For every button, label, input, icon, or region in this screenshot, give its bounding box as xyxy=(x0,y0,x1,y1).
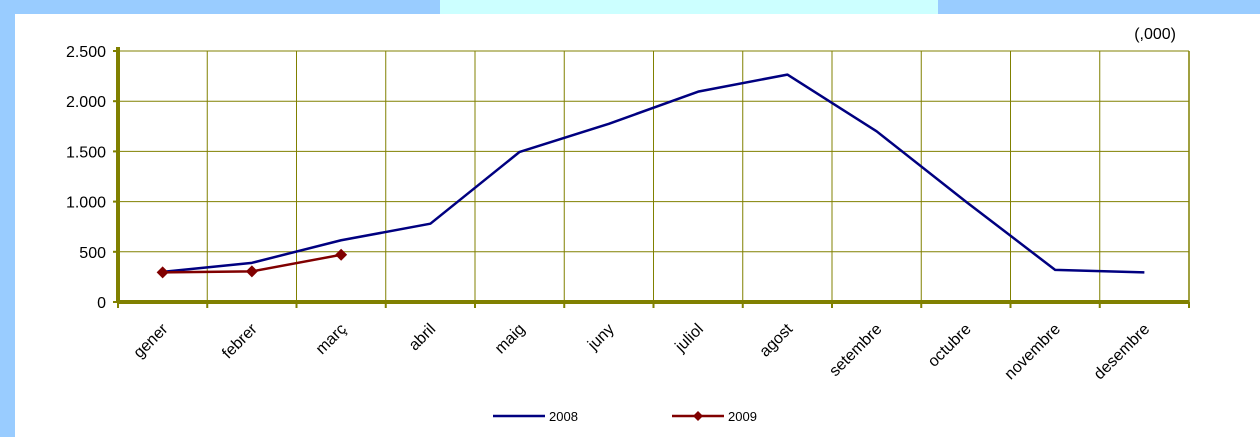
y-tick-label: 2.000 xyxy=(66,94,106,111)
x-tick-label: març xyxy=(313,321,350,358)
x-tick-label: febrer xyxy=(219,320,261,362)
data-point-marker-2009 xyxy=(245,265,258,278)
legend: 2008 2009 xyxy=(493,409,757,424)
series-lines xyxy=(156,73,1145,279)
frame-top-band-right xyxy=(938,0,1260,14)
y-tick-label: 500 xyxy=(79,245,106,262)
axes xyxy=(113,47,1190,308)
y-tick-labels: 0 500 1.000 1.500 2.000 2.500 xyxy=(66,44,106,312)
x-tick-label: desembre xyxy=(1091,321,1153,383)
legend-marker-2009 xyxy=(693,411,703,421)
y-tick-label: 1.500 xyxy=(66,144,106,161)
legend-label-2008: 2008 xyxy=(549,409,578,424)
frame-top-band-left xyxy=(0,0,440,14)
y-tick-label: 0 xyxy=(97,295,106,312)
x-tick-label: juliol xyxy=(672,321,707,356)
x-tick-label: abril xyxy=(406,321,439,354)
series-line-2008 xyxy=(162,73,1145,274)
unit-note: (,000) xyxy=(1134,26,1176,43)
y-tick-label: 2.500 xyxy=(66,44,106,61)
x-tick-label: novembre xyxy=(1002,321,1064,383)
data-point-marker-2009 xyxy=(156,266,169,279)
grid-lines xyxy=(118,50,1190,302)
x-tick-labels: gener febrer març abril maig juny juliol agost s… xyxy=(130,320,1153,383)
x-tick-label: setembre xyxy=(826,321,885,380)
data-point-marker-2009 xyxy=(335,248,348,261)
frame-top-band-middle xyxy=(440,0,938,14)
legend-label-2009: 2009 xyxy=(728,409,757,424)
x-tick-label: gener xyxy=(130,320,171,361)
x-tick-label: octubre xyxy=(925,321,975,371)
y-tick-label: 1.000 xyxy=(66,195,106,212)
x-tick-label: agost xyxy=(757,320,797,360)
x-tick-label: juny xyxy=(584,321,617,354)
x-tick-label: maig xyxy=(492,321,529,358)
frame-left-band xyxy=(0,0,15,437)
